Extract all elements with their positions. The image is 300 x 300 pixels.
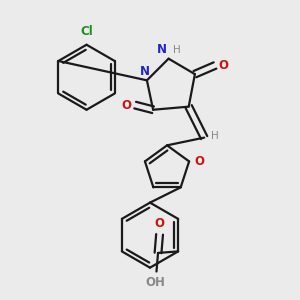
Text: O: O [122,99,131,112]
Text: H: H [173,45,181,55]
Text: O: O [195,155,205,168]
Text: O: O [219,59,229,72]
Text: O: O [154,217,165,230]
Text: OH: OH [145,276,165,289]
Text: Cl: Cl [80,25,93,38]
Text: H: H [211,131,219,141]
Text: N: N [157,43,167,56]
Text: N: N [140,65,150,78]
